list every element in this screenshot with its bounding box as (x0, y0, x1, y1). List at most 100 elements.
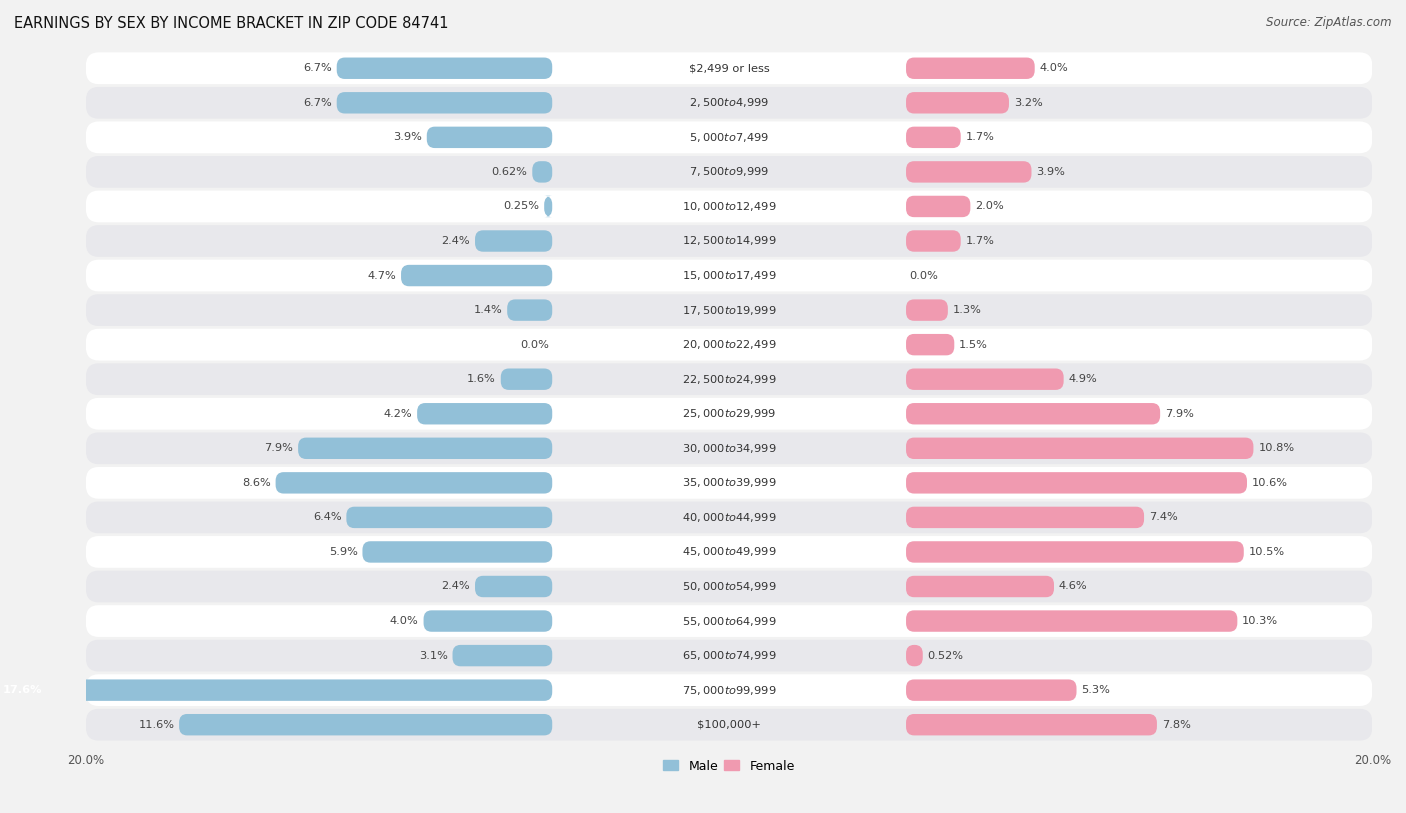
Text: $2,500 to $4,999: $2,500 to $4,999 (689, 96, 769, 109)
FancyBboxPatch shape (86, 87, 1372, 119)
Text: 10.6%: 10.6% (1251, 478, 1288, 488)
FancyBboxPatch shape (336, 92, 553, 114)
Text: 4.7%: 4.7% (367, 271, 396, 280)
Text: 10.3%: 10.3% (1241, 616, 1278, 626)
Text: 8.6%: 8.6% (242, 478, 271, 488)
FancyBboxPatch shape (544, 196, 553, 217)
FancyBboxPatch shape (905, 506, 1144, 528)
Text: 3.1%: 3.1% (419, 650, 447, 661)
Text: 10.8%: 10.8% (1258, 443, 1295, 454)
Text: $30,000 to $34,999: $30,000 to $34,999 (682, 441, 776, 454)
Text: 0.0%: 0.0% (910, 271, 938, 280)
FancyBboxPatch shape (453, 645, 553, 667)
FancyBboxPatch shape (86, 363, 1372, 395)
FancyBboxPatch shape (276, 472, 553, 493)
FancyBboxPatch shape (905, 576, 1054, 598)
FancyBboxPatch shape (86, 225, 1372, 257)
FancyBboxPatch shape (298, 437, 553, 459)
FancyBboxPatch shape (905, 714, 1157, 736)
FancyBboxPatch shape (86, 640, 1372, 672)
FancyBboxPatch shape (475, 576, 553, 598)
FancyBboxPatch shape (905, 161, 1032, 183)
Text: 1.5%: 1.5% (959, 340, 988, 350)
FancyBboxPatch shape (423, 611, 553, 632)
FancyBboxPatch shape (533, 161, 553, 183)
FancyBboxPatch shape (86, 398, 1372, 429)
Text: 10.5%: 10.5% (1249, 547, 1285, 557)
Text: $15,000 to $17,499: $15,000 to $17,499 (682, 269, 776, 282)
FancyBboxPatch shape (905, 403, 1160, 424)
Text: EARNINGS BY SEX BY INCOME BRACKET IN ZIP CODE 84741: EARNINGS BY SEX BY INCOME BRACKET IN ZIP… (14, 16, 449, 31)
Text: $17,500 to $19,999: $17,500 to $19,999 (682, 303, 776, 316)
Text: 4.9%: 4.9% (1069, 374, 1097, 385)
Text: 5.9%: 5.9% (329, 547, 357, 557)
Text: 1.3%: 1.3% (953, 305, 981, 315)
FancyBboxPatch shape (336, 58, 553, 79)
FancyBboxPatch shape (905, 611, 1237, 632)
Text: $25,000 to $29,999: $25,000 to $29,999 (682, 407, 776, 420)
Text: 0.52%: 0.52% (928, 650, 963, 661)
FancyBboxPatch shape (363, 541, 553, 563)
Text: $100,000+: $100,000+ (697, 720, 761, 730)
Text: 7.9%: 7.9% (1166, 409, 1194, 419)
Text: 17.6%: 17.6% (3, 685, 42, 695)
FancyBboxPatch shape (905, 680, 1077, 701)
FancyBboxPatch shape (86, 156, 1372, 188)
FancyBboxPatch shape (0, 680, 553, 701)
FancyBboxPatch shape (86, 502, 1372, 533)
FancyBboxPatch shape (427, 127, 553, 148)
FancyBboxPatch shape (86, 674, 1372, 706)
FancyBboxPatch shape (86, 259, 1372, 291)
Text: 4.6%: 4.6% (1059, 581, 1087, 592)
Text: 1.7%: 1.7% (966, 236, 994, 246)
FancyBboxPatch shape (86, 709, 1372, 741)
Text: 4.0%: 4.0% (389, 616, 419, 626)
Text: 1.4%: 1.4% (474, 305, 502, 315)
FancyBboxPatch shape (905, 645, 922, 667)
Text: 11.6%: 11.6% (138, 720, 174, 730)
FancyBboxPatch shape (905, 230, 960, 252)
Text: 5.3%: 5.3% (1081, 685, 1111, 695)
Text: 0.0%: 0.0% (520, 340, 548, 350)
Text: 3.2%: 3.2% (1014, 98, 1042, 108)
Text: $65,000 to $74,999: $65,000 to $74,999 (682, 649, 776, 662)
Text: 6.7%: 6.7% (304, 98, 332, 108)
FancyBboxPatch shape (905, 334, 955, 355)
Text: $2,499 or less: $2,499 or less (689, 63, 769, 73)
FancyBboxPatch shape (86, 571, 1372, 602)
Text: $20,000 to $22,499: $20,000 to $22,499 (682, 338, 776, 351)
Text: Source: ZipAtlas.com: Source: ZipAtlas.com (1267, 16, 1392, 29)
FancyBboxPatch shape (86, 433, 1372, 464)
Text: 1.6%: 1.6% (467, 374, 496, 385)
Text: 6.4%: 6.4% (314, 512, 342, 523)
Legend: Male, Female: Male, Female (658, 754, 800, 777)
Text: $75,000 to $99,999: $75,000 to $99,999 (682, 684, 776, 697)
Text: 7.8%: 7.8% (1161, 720, 1191, 730)
Text: $35,000 to $39,999: $35,000 to $39,999 (682, 476, 776, 489)
FancyBboxPatch shape (86, 190, 1372, 222)
FancyBboxPatch shape (346, 506, 553, 528)
FancyBboxPatch shape (86, 536, 1372, 567)
Text: 2.0%: 2.0% (976, 202, 1004, 211)
FancyBboxPatch shape (905, 92, 1010, 114)
Text: 1.7%: 1.7% (966, 133, 994, 142)
Text: 3.9%: 3.9% (394, 133, 422, 142)
Text: $22,500 to $24,999: $22,500 to $24,999 (682, 372, 776, 385)
Text: 0.62%: 0.62% (492, 167, 527, 177)
FancyBboxPatch shape (86, 467, 1372, 498)
FancyBboxPatch shape (86, 121, 1372, 153)
FancyBboxPatch shape (418, 403, 553, 424)
FancyBboxPatch shape (86, 294, 1372, 326)
FancyBboxPatch shape (905, 58, 1035, 79)
FancyBboxPatch shape (905, 299, 948, 321)
FancyBboxPatch shape (905, 472, 1247, 493)
Text: $50,000 to $54,999: $50,000 to $54,999 (682, 580, 776, 593)
Text: 7.9%: 7.9% (264, 443, 294, 454)
Text: $12,500 to $14,999: $12,500 to $14,999 (682, 234, 776, 247)
Text: $45,000 to $49,999: $45,000 to $49,999 (682, 546, 776, 559)
FancyBboxPatch shape (905, 196, 970, 217)
Text: 4.0%: 4.0% (1039, 63, 1069, 73)
FancyBboxPatch shape (905, 541, 1244, 563)
Text: 6.7%: 6.7% (304, 63, 332, 73)
FancyBboxPatch shape (501, 368, 553, 390)
